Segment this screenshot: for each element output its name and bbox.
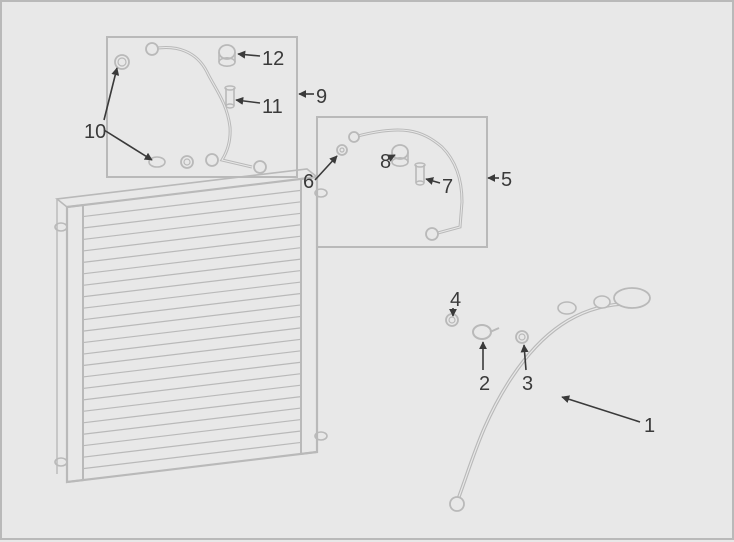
callout-label-8: 8 [380,152,391,172]
callout-label-11: 11 [262,97,283,117]
callout-label-4: 4 [450,290,461,310]
part-8-cap [392,145,408,159]
part-4-oring [446,314,458,326]
callout-label-2: 2 [479,374,490,394]
part-12-cap [219,45,235,59]
callout-label-9: 9 [316,87,327,107]
callout-label-10: 10 [84,122,106,142]
part-6-oring [337,145,347,155]
callout-label-12: 12 [262,49,284,69]
condenser [55,169,327,482]
part-2-clip [473,325,491,339]
part-3-oring [516,331,528,343]
hose-1 [457,297,642,502]
callout-label-1: 1 [644,416,655,436]
part-10-oring-a [115,55,129,69]
callout-label-6: 6 [303,172,314,192]
diagram-svg [2,2,734,542]
part-10-oring-c [149,157,165,167]
callout-label-3: 3 [522,374,533,394]
callout-label-7: 7 [442,177,453,197]
hose-9 [152,48,252,167]
diagram-stage: 123456789101112 [0,0,734,540]
callout-label-5: 5 [501,170,512,190]
part-10-oring-b [181,156,193,168]
